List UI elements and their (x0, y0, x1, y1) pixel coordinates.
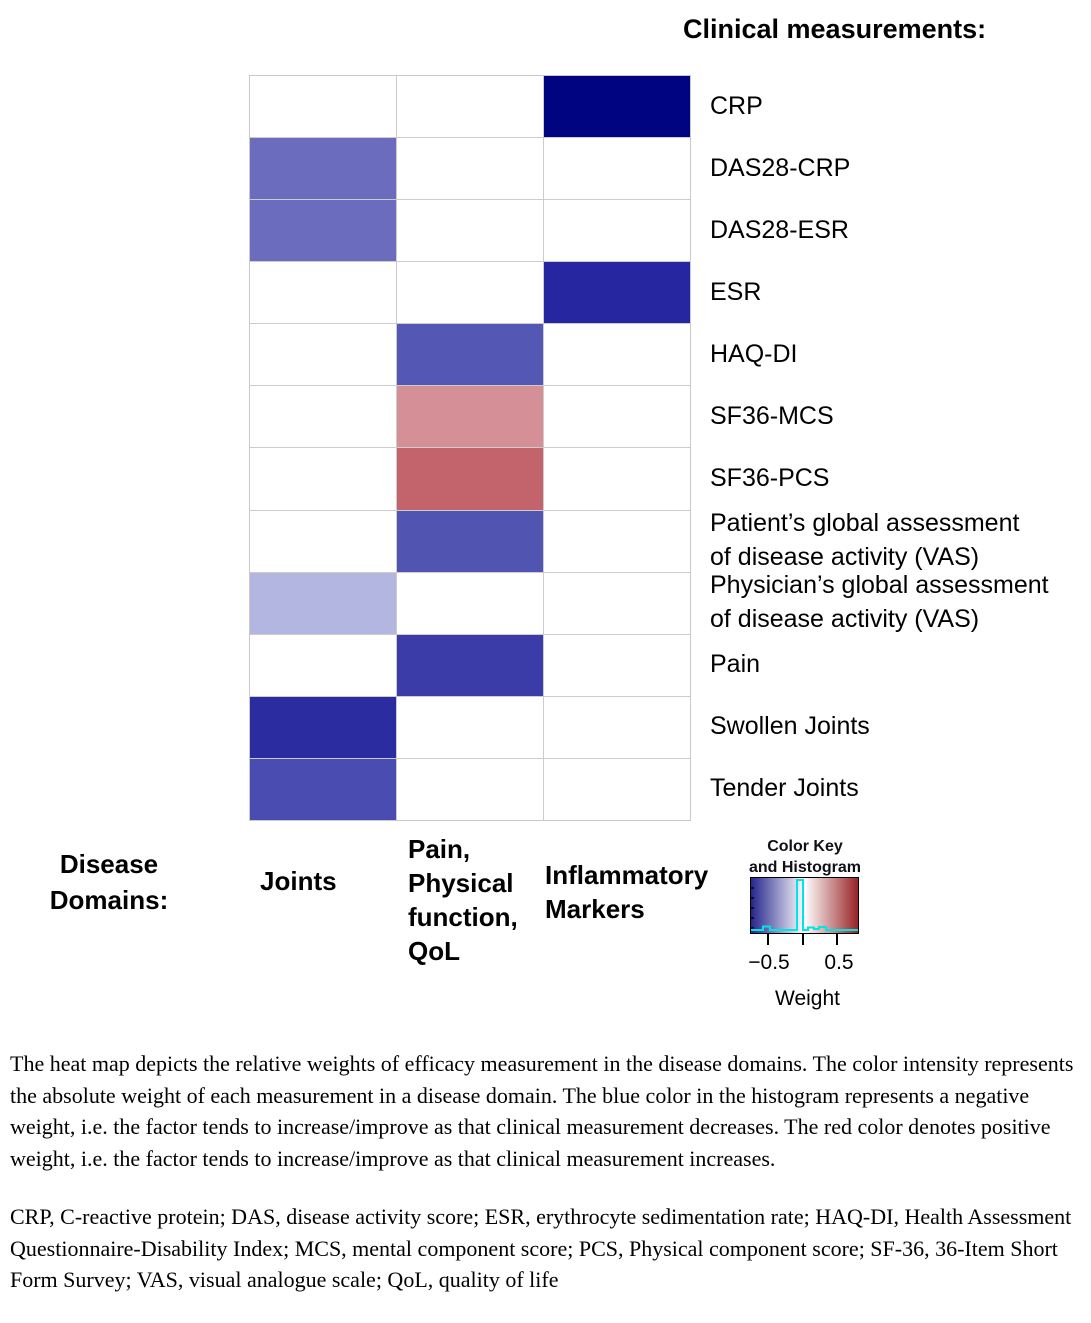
heatmap-cell-11-1 (397, 758, 543, 820)
row-label: ESR (710, 278, 762, 306)
clinical-measurements-title: Clinical measurements: (683, 14, 987, 44)
legend-tick-positive (836, 934, 838, 945)
heatmap-cell-4-0 (250, 324, 396, 386)
row-label: Pain (710, 650, 761, 678)
heatmap-cell-1-0 (250, 138, 396, 200)
heatmap-cell-10-2 (544, 696, 690, 758)
caption-paragraph-description: The heat map depicts the relative weight… (10, 1051, 1074, 1171)
heatmap-grid (249, 75, 691, 821)
heatmap-cell-2-0 (250, 200, 396, 262)
heatmap-cell-3-1 (397, 262, 543, 324)
heatmap-cell-0-1 (397, 76, 543, 138)
row-label: SF36-PCS (710, 464, 830, 492)
color-gradient-box (750, 877, 859, 934)
heatmap-cell-7-0 (250, 510, 396, 572)
legend-tick-zero (802, 934, 804, 945)
disease-domains-title: Disease Domains: (49, 849, 169, 915)
heatmap-cell-4-1 (397, 324, 543, 386)
heatmap-cell-1-1 (397, 138, 543, 200)
row-label: CRP (710, 92, 763, 120)
heatmap-cell-10-1 (397, 696, 543, 758)
color-key-legend: Color Key and Histogram −0.5 0.5 Weight (730, 836, 880, 1021)
row-label: Tender Joints (710, 774, 859, 802)
legend-tick-label-negative: −0.5 (748, 951, 790, 974)
heatmap-cell-9-2 (544, 634, 690, 696)
heatmap-cell-8-1 (397, 572, 543, 634)
column-label: Inflammatory Markers (545, 860, 709, 924)
heatmap-cell-3-2 (544, 262, 690, 324)
heatmap-cell-9-0 (250, 634, 396, 696)
heatmap-cell-0-0 (250, 76, 396, 138)
caption-paragraph-abbreviations: CRP, C-reactive protein; DAS, disease ac… (10, 1204, 1072, 1292)
legend-tick-label-positive: 0.5 (824, 951, 854, 974)
column-label: Pain, Physical function, QoL (408, 834, 518, 966)
heatmap-cell-9-1 (397, 634, 543, 696)
heatmap-cell-7-1 (397, 510, 543, 572)
heatmap-cell-8-2 (544, 572, 690, 634)
heatmap-cell-11-0 (250, 758, 396, 820)
column-label: Joints (260, 866, 337, 896)
heatmap-cell-11-2 (544, 758, 690, 820)
row-label: SF36-MCS (710, 402, 834, 430)
heatmap-cell-4-2 (544, 324, 690, 386)
heatmap-cell-6-0 (250, 448, 396, 510)
heatmap-cell-5-0 (250, 386, 396, 448)
heatmap-cell-1-2 (544, 138, 690, 200)
heatmap-cell-6-1 (397, 448, 543, 510)
heatmap-cell-3-0 (250, 262, 396, 324)
row-label: Patient’s global assessment of disease ac… (710, 509, 1020, 571)
row-label: DAS28-ESR (710, 216, 849, 244)
heatmap-cell-5-2 (544, 386, 690, 448)
row-label: Physician’s global assessment of disease … (710, 571, 1049, 633)
row-label: HAQ-DI (710, 340, 798, 368)
heatmap-cell-2-1 (397, 200, 543, 262)
legend-tick-negative (767, 934, 769, 945)
heatmap-cell-0-2 (544, 76, 690, 138)
color-key-title: Color Key and Histogram (748, 838, 861, 876)
heatmap-cell-10-0 (250, 696, 396, 758)
row-label: Swollen Joints (710, 712, 870, 740)
row-label: DAS28-CRP (710, 154, 851, 182)
heatmap-cell-2-2 (544, 200, 690, 262)
histogram-trace (751, 879, 858, 931)
heatmap-cell-6-2 (544, 448, 690, 510)
heatmap-cell-7-2 (544, 510, 690, 572)
figure-caption: The heat map depicts the relative weight… (10, 1048, 1082, 1323)
weight-axis-label: Weight (775, 987, 840, 1010)
heatmap-cell-5-1 (397, 386, 543, 448)
heatmap-cell-8-0 (250, 572, 396, 634)
